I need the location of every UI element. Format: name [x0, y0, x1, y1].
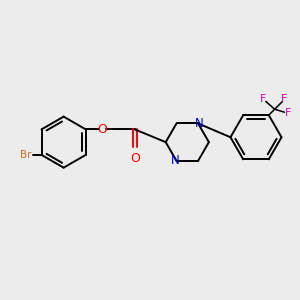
- Text: O: O: [130, 152, 140, 165]
- Text: F: F: [281, 94, 288, 104]
- Text: N: N: [195, 117, 203, 130]
- Text: O: O: [98, 123, 107, 136]
- Text: F: F: [260, 94, 266, 104]
- Text: F: F: [285, 108, 292, 118]
- Text: Br: Br: [20, 150, 32, 160]
- Text: N: N: [171, 154, 180, 167]
